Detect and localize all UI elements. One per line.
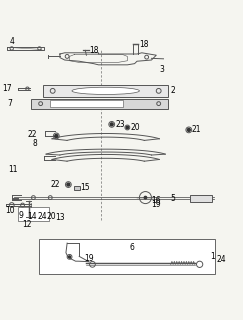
Text: 10: 10 [5, 206, 15, 215]
Text: 21: 21 [192, 125, 201, 134]
Text: 11: 11 [8, 165, 18, 174]
FancyBboxPatch shape [50, 100, 122, 108]
Text: 5: 5 [171, 194, 176, 203]
Text: 20: 20 [130, 123, 140, 132]
Text: 8: 8 [32, 139, 37, 148]
Ellipse shape [72, 87, 139, 94]
Text: 13: 13 [56, 212, 65, 221]
Text: 16: 16 [151, 196, 161, 205]
Text: 19: 19 [84, 254, 94, 263]
Circle shape [126, 126, 129, 129]
Text: 18: 18 [89, 46, 99, 55]
Circle shape [55, 134, 58, 137]
Text: 24: 24 [37, 212, 47, 221]
Circle shape [69, 256, 70, 258]
FancyBboxPatch shape [18, 207, 49, 221]
Text: 6: 6 [130, 244, 135, 252]
Text: 1: 1 [210, 252, 215, 261]
Text: 4: 4 [9, 36, 14, 45]
Text: 17: 17 [2, 84, 12, 93]
Text: 24: 24 [217, 255, 226, 264]
Circle shape [110, 123, 113, 126]
Circle shape [187, 128, 190, 131]
Text: 22: 22 [50, 180, 60, 189]
FancyBboxPatch shape [190, 195, 212, 202]
Text: 3: 3 [160, 65, 165, 74]
Text: 9: 9 [19, 212, 24, 220]
Text: 23: 23 [115, 120, 125, 129]
Text: 14: 14 [27, 212, 37, 221]
FancyBboxPatch shape [43, 85, 168, 97]
FancyBboxPatch shape [31, 99, 168, 109]
FancyBboxPatch shape [39, 239, 215, 275]
Circle shape [144, 196, 147, 199]
Text: 12: 12 [23, 220, 32, 229]
Circle shape [67, 183, 70, 186]
Text: 22: 22 [27, 130, 37, 139]
Text: 15: 15 [80, 183, 90, 192]
Text: 7: 7 [7, 99, 12, 108]
Text: 2: 2 [171, 86, 175, 95]
Text: 20: 20 [47, 212, 57, 221]
Text: 18: 18 [139, 40, 148, 49]
Text: 19: 19 [151, 200, 161, 209]
FancyBboxPatch shape [74, 186, 80, 190]
